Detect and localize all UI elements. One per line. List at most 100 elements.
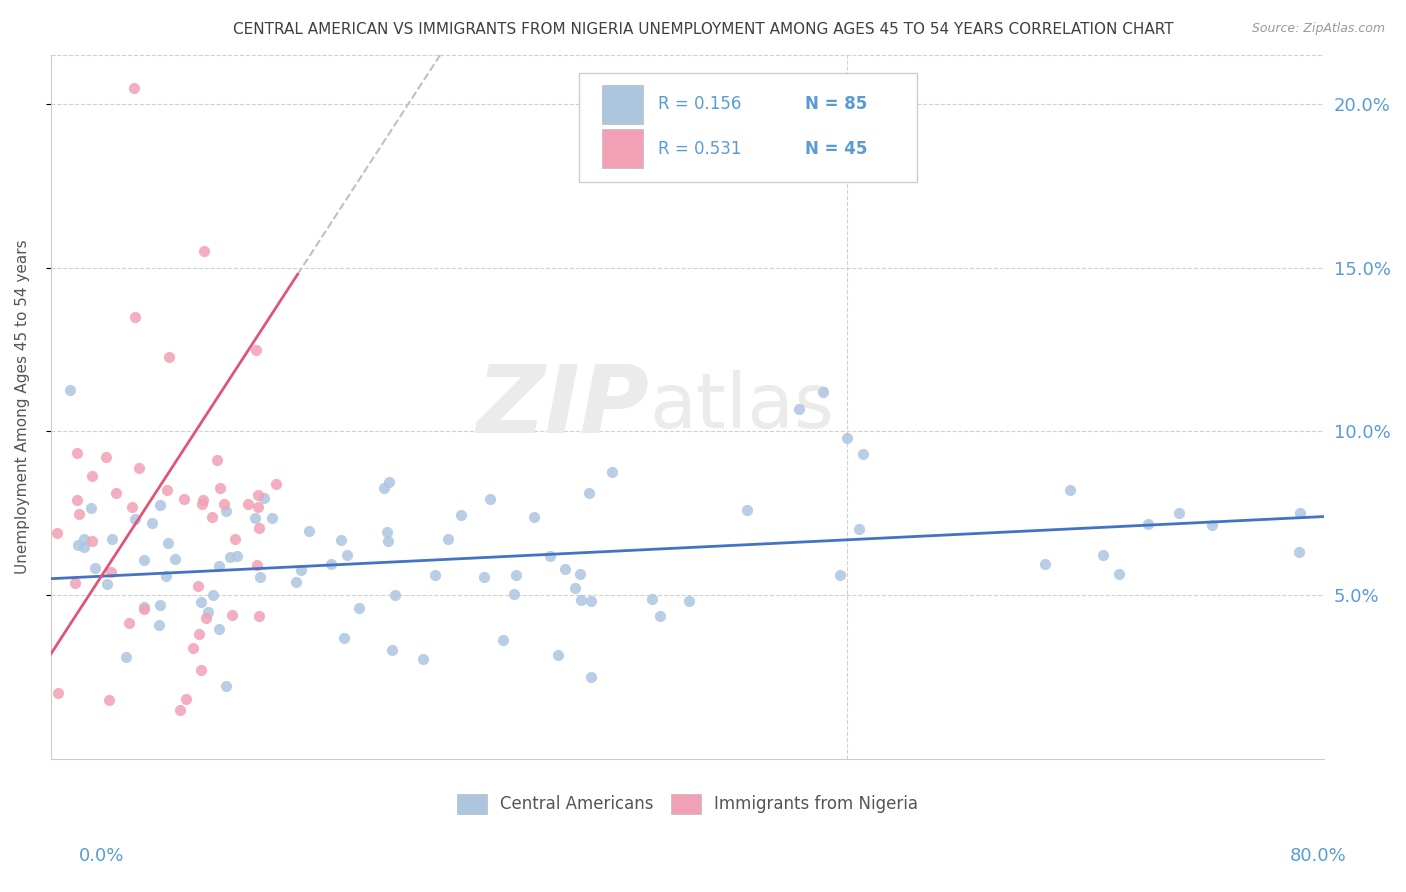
Point: [373, 482, 395, 496]
Point: [157, 536, 180, 550]
Point: [124, 512, 146, 526]
Point: [381, 643, 404, 657]
Point: [98, 692, 121, 706]
Point: [215, 504, 238, 518]
Point: [581, 594, 603, 608]
Point: [191, 493, 214, 508]
Point: [236, 497, 259, 511]
Point: [423, 568, 446, 582]
Point: [114, 649, 136, 664]
Text: R = 0.531: R = 0.531: [658, 140, 742, 158]
Point: [319, 557, 342, 571]
Point: [1201, 518, 1223, 533]
Point: [191, 497, 214, 511]
Point: [474, 570, 496, 584]
Point: [569, 593, 592, 607]
Point: [249, 570, 271, 584]
Bar: [602, 129, 643, 168]
Point: [336, 548, 359, 562]
Point: [246, 558, 269, 573]
Text: Source: ZipAtlas.com: Source: ZipAtlas.com: [1251, 22, 1385, 36]
Point: [378, 475, 401, 490]
Point: [298, 524, 321, 538]
Point: [66, 493, 89, 508]
Point: [1168, 506, 1191, 520]
Point: [72, 532, 94, 546]
Point: [828, 567, 851, 582]
Point: [554, 561, 576, 575]
Point: [187, 626, 209, 640]
Point: [73, 540, 96, 554]
Point: [253, 491, 276, 505]
Point: [811, 385, 834, 400]
Point: [59, 384, 82, 398]
Point: [165, 551, 187, 566]
Point: [1092, 549, 1115, 563]
Point: [1059, 483, 1081, 498]
Point: [735, 503, 758, 517]
Point: [245, 343, 267, 357]
Point: [187, 579, 209, 593]
Bar: [602, 85, 643, 124]
Point: [578, 486, 600, 500]
Point: [181, 640, 204, 655]
Point: [173, 492, 195, 507]
Point: [80, 534, 103, 549]
Point: [157, 350, 180, 364]
Point: [208, 559, 231, 574]
FancyBboxPatch shape: [579, 73, 917, 182]
Point: [1108, 566, 1130, 581]
Text: CENTRAL AMERICAN VS IMMIGRANTS FROM NIGERIA UNEMPLOYMENT AMONG AGES 45 TO 54 YEA: CENTRAL AMERICAN VS IMMIGRANTS FROM NIGE…: [232, 22, 1174, 37]
Point: [384, 588, 406, 602]
Text: atlas: atlas: [650, 370, 834, 444]
Point: [134, 599, 156, 614]
Point: [205, 452, 228, 467]
Point: [1033, 557, 1056, 571]
Point: [377, 534, 399, 549]
Point: [80, 501, 103, 516]
Point: [505, 568, 527, 582]
Point: [82, 469, 104, 483]
Point: [219, 549, 242, 564]
Text: ZIP: ZIP: [477, 361, 650, 453]
Point: [787, 401, 810, 416]
Point: [96, 577, 118, 591]
Point: [45, 526, 67, 541]
Point: [67, 508, 90, 522]
Point: [333, 631, 356, 645]
Point: [121, 500, 143, 514]
Point: [330, 533, 353, 548]
Point: [134, 602, 156, 616]
Point: [290, 563, 312, 577]
Point: [600, 465, 623, 479]
Point: [46, 686, 69, 700]
Point: [202, 588, 225, 602]
Point: [194, 611, 217, 625]
Point: [100, 565, 122, 579]
Point: [247, 609, 270, 624]
Point: [848, 523, 870, 537]
Point: [678, 593, 700, 607]
Point: [215, 679, 238, 693]
Point: [201, 509, 224, 524]
Point: [247, 500, 270, 515]
Point: [101, 532, 124, 546]
Point: [648, 608, 671, 623]
Point: [852, 447, 875, 461]
Point: [564, 581, 586, 595]
Text: 0.0%: 0.0%: [79, 847, 124, 865]
Point: [169, 702, 191, 716]
Point: [835, 431, 858, 445]
Point: [375, 525, 398, 540]
Point: [243, 511, 266, 525]
Point: [247, 488, 270, 502]
Point: [190, 663, 212, 677]
Point: [523, 509, 546, 524]
Point: [450, 508, 472, 522]
Point: [492, 632, 515, 647]
Point: [148, 498, 170, 512]
Point: [104, 485, 127, 500]
Point: [134, 552, 156, 566]
Point: [412, 651, 434, 665]
Point: [63, 575, 86, 590]
